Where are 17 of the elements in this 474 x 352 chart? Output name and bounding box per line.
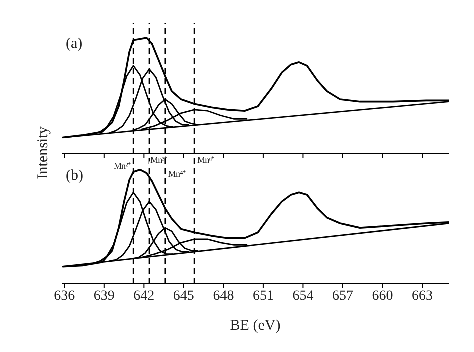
ref-line-label: Mnⁿ⁺ bbox=[198, 155, 215, 165]
x-tick-label: 660 bbox=[372, 288, 394, 304]
x-tick-label: 654 bbox=[292, 288, 314, 304]
x-tick-label: 636 bbox=[54, 288, 76, 304]
x-tick-label: 657 bbox=[332, 288, 354, 304]
annotation: (b) bbox=[66, 168, 84, 185]
x-tick-label: 648 bbox=[213, 288, 234, 304]
x-tick-label: 642 bbox=[134, 288, 155, 304]
x-tick-label: 645 bbox=[173, 288, 194, 304]
ref-line-label: Mn⁴⁺ bbox=[168, 169, 186, 179]
annotation: (a) bbox=[66, 36, 83, 53]
x-tick-label: 651 bbox=[252, 288, 274, 304]
ref-line-label: Mn²⁺ bbox=[114, 161, 131, 171]
x-tick-label: 663 bbox=[412, 288, 433, 304]
y-axis-title: Intensity bbox=[36, 126, 52, 180]
x-tick-label: 639 bbox=[94, 288, 115, 304]
x-axis-title: BE (eV) bbox=[230, 318, 281, 334]
